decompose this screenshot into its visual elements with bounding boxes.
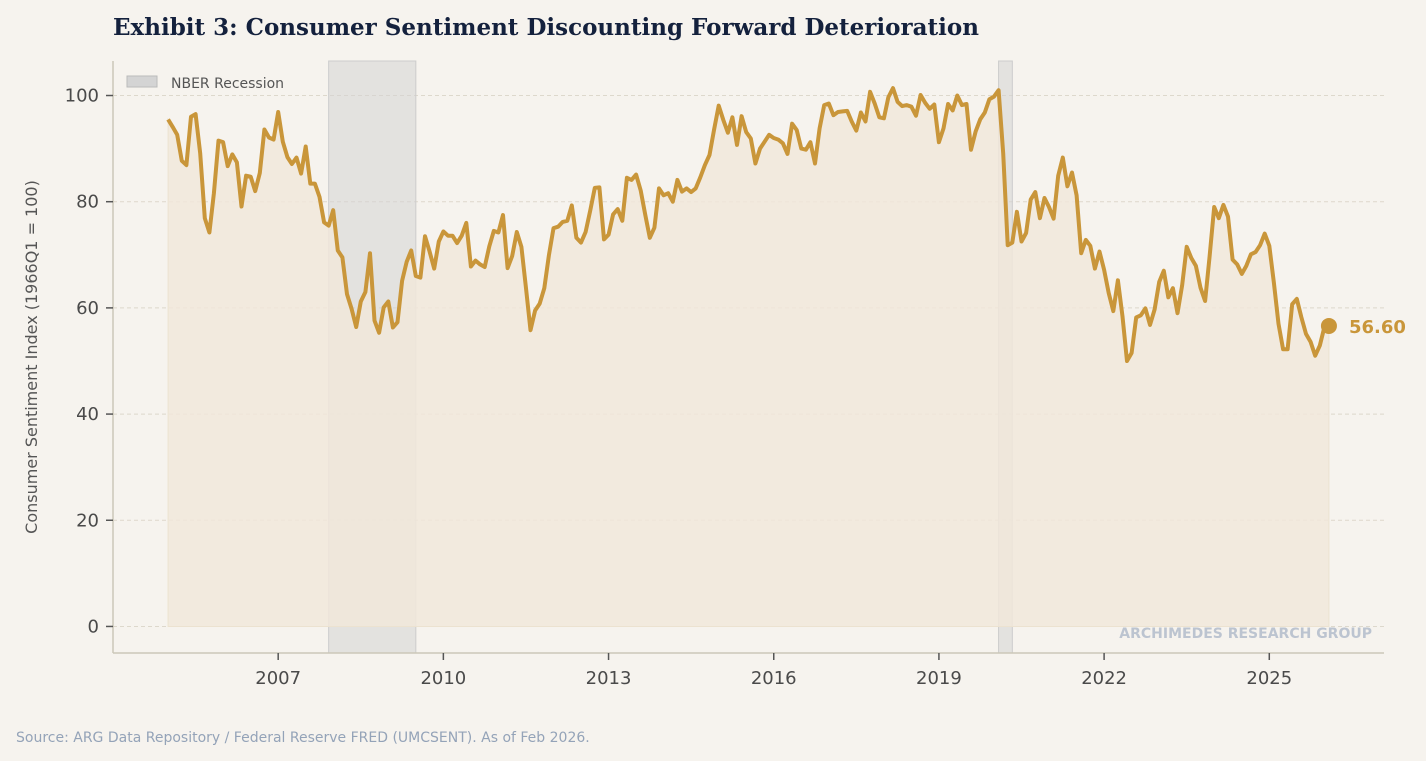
series-line <box>166 86 1330 363</box>
x-tick-label: 2010 <box>420 668 466 689</box>
y-tick-label: 80 <box>76 192 99 213</box>
y-tick-label: 60 <box>76 298 99 319</box>
end-point-marker <box>1320 317 1337 334</box>
y-tick-label: 100 <box>65 86 99 107</box>
source-note: Source: ARG Data Repository / Federal Re… <box>16 730 590 746</box>
legend-label-recession: NBER Recession <box>171 76 284 92</box>
watermark: ARCHIMEDES RESEARCH GROUP <box>1119 626 1372 642</box>
legend-swatch-recession <box>126 75 158 88</box>
x-axis-ticks: 2007 2010 2013 2016 2019 2022 2025 <box>255 653 1292 689</box>
y-tick-label: 20 <box>76 510 99 531</box>
x-tick-label: 2007 <box>255 668 301 689</box>
x-tick-label: 2025 <box>1246 668 1292 689</box>
axes <box>112 61 1384 654</box>
y-axis-ticks: 0 20 40 60 80 100 <box>65 86 113 637</box>
end-value-label: 56.60 <box>1349 317 1406 338</box>
y-axis-label: Consumer Sentiment Index (1966Q1 = 100) <box>22 180 41 534</box>
y-tick-label: 0 <box>88 616 99 637</box>
x-tick-label: 2022 <box>1081 668 1127 689</box>
chart-title: Exhibit 3: Consumer Sentiment Discountin… <box>113 14 979 41</box>
x-tick-label: 2019 <box>916 668 962 689</box>
y-tick-label: 40 <box>76 404 99 425</box>
x-tick-label: 2016 <box>751 668 797 689</box>
legend: NBER Recession <box>126 75 284 92</box>
x-tick-label: 2013 <box>586 668 632 689</box>
